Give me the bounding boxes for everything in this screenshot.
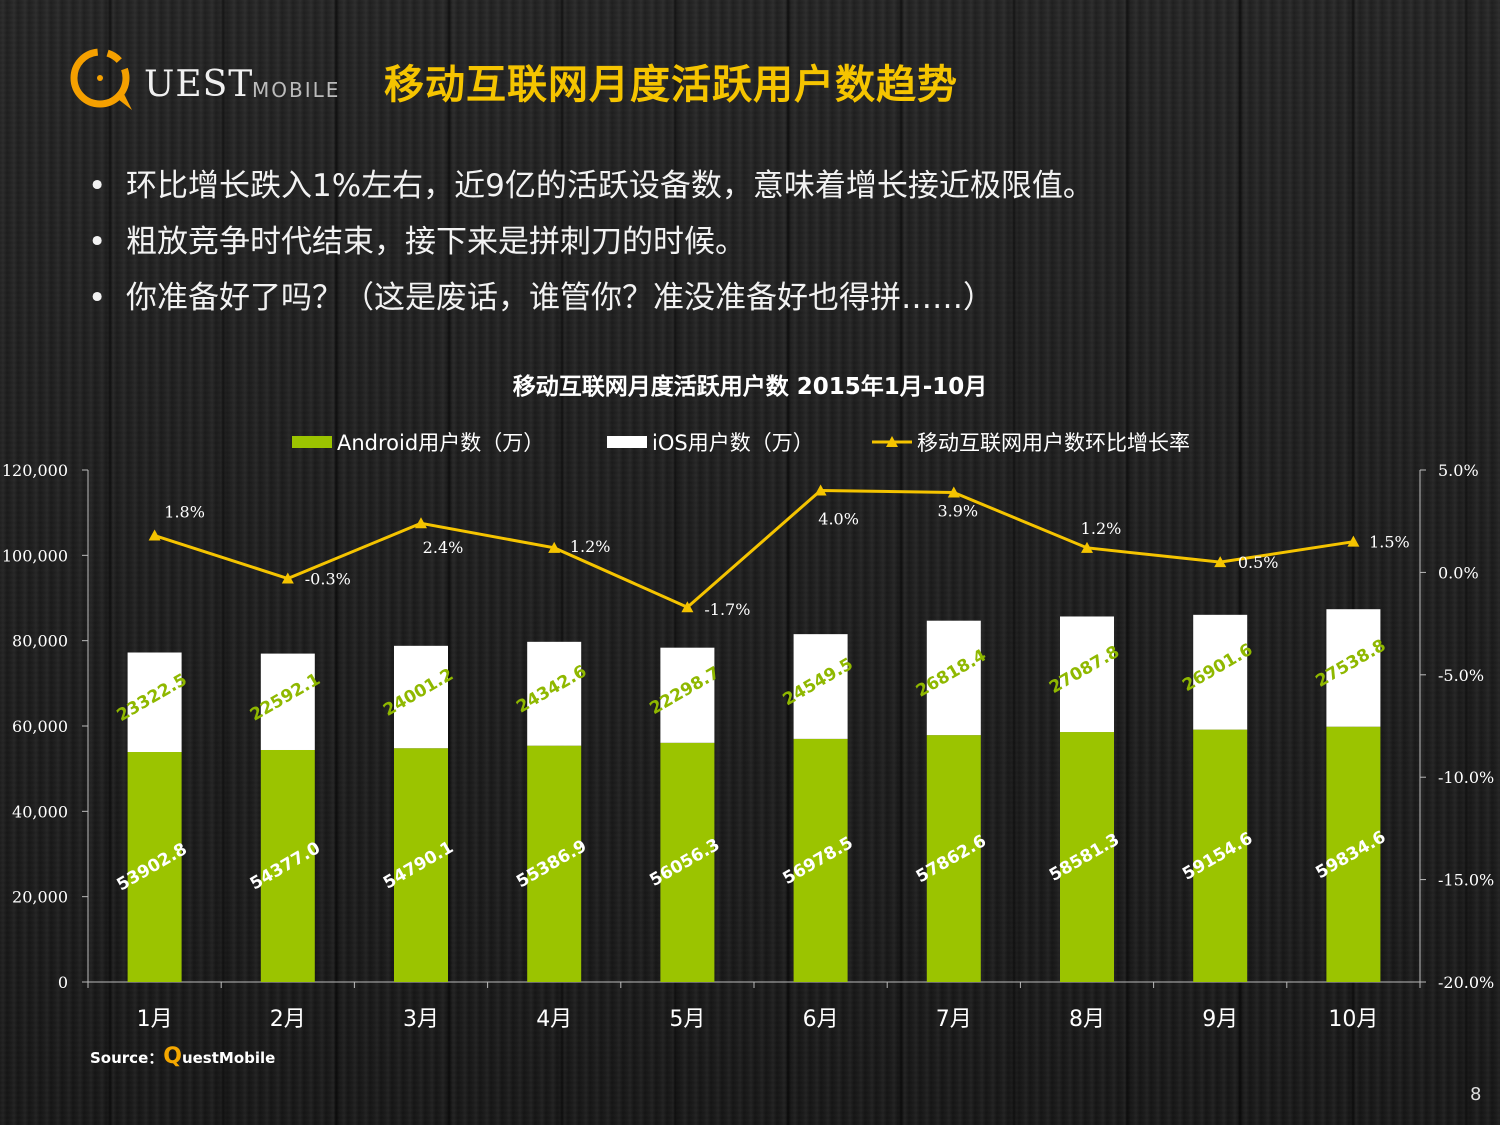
growth-rate-label: 1.2% [1081, 519, 1122, 538]
android-bar [127, 752, 182, 982]
growth-rate-label: 1.8% [164, 503, 205, 522]
bullet-item: 环比增长跌入1%左右，近9亿的活跃设备数，意味着增长接近极限值。 [88, 158, 1094, 214]
left-axis-tick-label: 120,000 [2, 461, 68, 480]
x-axis-tick-label: 3月 [403, 1007, 439, 1032]
right-axis-tick-label: -15.0% [1438, 871, 1494, 890]
left-axis-tick-label: 0 [58, 973, 68, 992]
android-bar [1326, 726, 1381, 982]
growth-rate-point [415, 517, 427, 529]
growth-rate-point [681, 601, 694, 613]
ios-bar [260, 653, 315, 750]
legend-ios-label: iOS用户数（万） [652, 431, 814, 455]
page-title: 移动互联网月度活跃用户数趋势 [384, 62, 958, 108]
x-axis-tick-label: 6月 [803, 1007, 839, 1032]
x-axis-tick-label: 1月 [137, 1007, 173, 1032]
growth-rate-point [1081, 541, 1093, 553]
source-q: Q [163, 1044, 182, 1069]
android-bar [394, 748, 448, 982]
android-bar [527, 745, 582, 982]
growth-rate-label: 2.4% [423, 538, 464, 557]
legend-rate-swatch-marker [886, 436, 898, 447]
legend-ios-swatch [607, 436, 647, 448]
page-number: 8 [1470, 1084, 1482, 1105]
android-bar [260, 749, 315, 982]
x-axis-tick-label: 10月 [1328, 1007, 1378, 1032]
growth-rate-label: 3.9% [937, 502, 978, 521]
growth-rate-point [148, 529, 161, 541]
x-axis-tick-label: 4月 [536, 1007, 572, 1032]
ios-bar [394, 645, 448, 749]
ios-bar [926, 620, 981, 736]
growth-rate-point [281, 572, 294, 584]
source-note: Source：QuestMobile [90, 1044, 275, 1069]
left-axis-tick-label: 40,000 [12, 802, 68, 821]
x-axis-tick-label: 8月 [1069, 1007, 1105, 1032]
bullet-item: 粗放竞争时代结束，接下来是拼刺刀的时候。 [88, 214, 1094, 270]
android-bar [1060, 732, 1114, 982]
right-axis-tick-label: 0.0% [1438, 563, 1479, 582]
android-bar [793, 738, 848, 982]
left-axis-tick-label: 100,000 [2, 546, 68, 565]
x-axis-tick-label: 5月 [669, 1007, 705, 1032]
legend-android-swatch [292, 436, 332, 448]
x-axis-tick-label: 7月 [936, 1007, 972, 1032]
right-axis-tick-label: -5.0% [1438, 666, 1484, 685]
growth-rate-point [814, 484, 827, 496]
ios-bar [793, 634, 848, 739]
chart: 0 20,000 40,000 60,000 80,000 100,000 120,000 -… [2, 431, 1494, 1032]
quest-mobile-logo: UEST MOBILE [66, 40, 366, 120]
logo-subtext: MOBILE [252, 78, 341, 102]
growth-rate-label: -1.7% [704, 600, 750, 619]
logo-ring-icon [70, 48, 132, 110]
logo-text: UEST [144, 64, 254, 105]
ios-bar [127, 652, 182, 753]
left-axis-tick-label: 60,000 [12, 717, 68, 736]
android-bar [926, 735, 981, 982]
right-axis-tick-label: -10.0% [1438, 768, 1494, 787]
source-name: uestMobile [181, 1049, 276, 1067]
x-axis-tick-label: 9月 [1202, 1007, 1238, 1032]
left-axis-tick-label: 80,000 [12, 632, 68, 651]
growth-rate-label: 0.5% [1238, 553, 1279, 572]
right-axis-tick-label: -20.0% [1438, 973, 1494, 992]
chart-title: 移动互联网月度活跃用户数 2015年1月-10月 [512, 374, 988, 400]
source-prefix: Source： [90, 1049, 164, 1067]
ios-bar [660, 647, 715, 743]
growth-rate-point [947, 486, 960, 498]
android-bar [660, 742, 715, 982]
x-axis-tick-label: 2月 [270, 1007, 306, 1032]
growth-rate-label: 4.0% [818, 509, 859, 528]
growth-rate-point [548, 541, 561, 553]
right-axis-tick-label: 5.0% [1438, 461, 1479, 480]
ios-bar [1060, 616, 1114, 733]
bullet-list: 环比增长跌入1%左右，近9亿的活跃设备数，意味着增长接近极限值。 粗放竞争时代结… [88, 158, 1094, 326]
left-axis-tick-label: 20,000 [12, 888, 68, 907]
ios-bar [1193, 614, 1248, 730]
growth-rate-line [154, 488, 1354, 609]
legend-rate-label: 移动互联网用户数环比增长率 [917, 431, 1190, 455]
growth-rate-label: 1.2% [570, 537, 611, 556]
android-bar [1193, 729, 1248, 982]
legend-android-label: Android用户数（万） [337, 431, 544, 455]
growth-rate-label: -0.3% [305, 570, 351, 589]
ios-bar [527, 641, 582, 746]
bullet-item: 你准备好了吗？（这是废话，谁管你？准没准备好也得拼……） [88, 270, 1094, 326]
growth-rate-point [1347, 535, 1360, 547]
growth-rate-point [1214, 556, 1227, 568]
growth-rate-label: 1.5% [1369, 533, 1410, 552]
ios-bar [1326, 609, 1381, 727]
